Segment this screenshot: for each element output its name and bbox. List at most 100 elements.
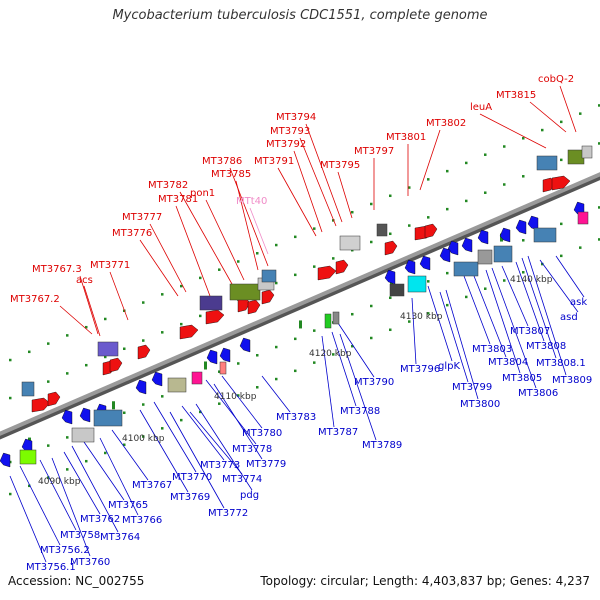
gene-label[interactable]: MT3782 <box>148 180 188 191</box>
gene-label[interactable]: MT3778 <box>232 444 272 455</box>
forward-gene-arrow[interactable] <box>137 344 151 360</box>
gene-label[interactable]: MT3774 <box>222 474 262 485</box>
forward-gene-arrow[interactable] <box>335 259 349 275</box>
gene-label[interactable]: MT3780 <box>242 428 282 439</box>
forward-gene-arrow[interactable] <box>261 289 275 305</box>
gene-label[interactable]: MT3767.3 <box>32 264 82 275</box>
reverse-gene-arrow[interactable] <box>515 219 527 235</box>
feature-box-purple[interactable] <box>97 341 119 357</box>
trna-label-mtt40[interactable]: MTt40 <box>236 196 267 207</box>
reverse-gene-arrow[interactable] <box>439 247 451 263</box>
gene-label[interactable]: MT3783 <box>276 412 316 423</box>
gene-label[interactable]: MT3773 <box>200 460 240 471</box>
gene-label[interactable]: MT3808 <box>526 341 566 352</box>
gene-label[interactable]: MT3808.1 <box>536 358 586 369</box>
feature-box-grey[interactable] <box>339 235 361 251</box>
reverse-gene-arrow[interactable] <box>206 349 218 365</box>
gene-label[interactable]: ask <box>570 297 587 308</box>
gene-label[interactable]: MT3776 <box>112 228 152 239</box>
feature-box-lime[interactable] <box>19 449 37 465</box>
gene-label[interactable]: MT3806 <box>518 388 558 399</box>
reverse-gene-arrow[interactable] <box>477 229 489 245</box>
feature-box-blue[interactable] <box>536 155 558 171</box>
feature-box-magenta[interactable] <box>577 211 589 225</box>
gene-label[interactable]: MT3790 <box>354 377 394 388</box>
forward-gene-arrow[interactable] <box>47 391 61 407</box>
gene-label[interactable]: MT3772 <box>208 508 248 519</box>
gene-label[interactable]: pon1 <box>190 188 215 199</box>
gene-label[interactable]: glpK <box>438 361 460 372</box>
gene-label[interactable]: MT3767 <box>132 480 172 491</box>
feature-box-grey[interactable] <box>71 427 95 443</box>
gene-label[interactable]: MT3760 <box>70 557 110 568</box>
feature-box-blue[interactable] <box>453 261 479 277</box>
reverse-gene-arrow[interactable] <box>419 255 431 271</box>
feature-box-pink[interactable] <box>219 361 227 375</box>
feature-box-magenta[interactable] <box>191 371 203 385</box>
forward-gene-arrow[interactable] <box>551 175 571 191</box>
forward-gene-arrow[interactable] <box>247 299 261 315</box>
gene-label[interactable]: MT3771 <box>90 260 130 271</box>
reverse-gene-arrow[interactable] <box>219 347 231 363</box>
gene-label[interactable]: MT3769 <box>170 492 210 503</box>
reverse-gene-arrow[interactable] <box>61 409 73 425</box>
gene-label[interactable]: asd <box>560 312 578 323</box>
gene-label[interactable]: MT3795 <box>320 160 360 171</box>
gene-label[interactable]: MT3762 <box>80 514 120 525</box>
feature-box-purple[interactable] <box>199 295 223 311</box>
gene-label[interactable]: MT3815 <box>496 90 536 101</box>
gene-label[interactable]: MT3801 <box>386 132 426 143</box>
feature-box-grey[interactable] <box>477 249 493 265</box>
gene-label[interactable]: acs <box>76 275 93 286</box>
gene-label[interactable]: MT3796 <box>400 364 440 375</box>
forward-gene-arrow[interactable] <box>424 223 438 239</box>
feature-box-blue[interactable] <box>493 245 513 263</box>
reverse-gene-arrow[interactable] <box>239 337 251 353</box>
gene-label[interactable]: MT3807 <box>510 326 550 337</box>
reverse-gene-arrow[interactable] <box>135 379 147 395</box>
feature-box-khaki[interactable] <box>167 377 187 393</box>
feature-box-blue[interactable] <box>261 269 277 283</box>
gene-label[interactable]: MT3779 <box>246 459 286 470</box>
reverse-gene-arrow[interactable] <box>384 269 396 285</box>
forward-gene-arrow[interactable] <box>31 397 51 413</box>
reverse-gene-arrow[interactable] <box>0 452 11 468</box>
feature-box-grey[interactable] <box>332 311 340 325</box>
gene-label[interactable]: MT3766 <box>122 515 162 526</box>
gene-label[interactable]: MT3758 <box>60 530 100 541</box>
gene-label[interactable]: MT3764 <box>100 532 140 543</box>
gene-label[interactable]: pdg <box>240 490 259 501</box>
feature-box-cyan[interactable] <box>407 275 427 293</box>
reverse-gene-arrow[interactable] <box>404 259 416 275</box>
gene-label[interactable]: MT3809 <box>552 375 592 386</box>
reverse-gene-arrow[interactable] <box>499 227 511 243</box>
gene-label[interactable]: MT3791 <box>254 156 294 167</box>
forward-gene-arrow[interactable] <box>384 240 398 256</box>
gene-label[interactable]: MT3756.2 <box>40 545 90 556</box>
reverse-gene-arrow[interactable] <box>151 371 163 387</box>
feature-box-grey[interactable] <box>581 145 593 159</box>
forward-gene-arrow[interactable] <box>317 265 337 281</box>
gene-label[interactable]: MT3788 <box>340 406 380 417</box>
feature-box-blue[interactable] <box>93 409 123 427</box>
reverse-gene-arrow[interactable] <box>461 237 473 253</box>
gene-label[interactable]: MT3770 <box>172 472 212 483</box>
gene-label[interactable]: MT3756.1 <box>26 562 76 573</box>
gene-label[interactable]: MT3786 <box>202 156 242 167</box>
feature-box-green[interactable] <box>567 149 585 165</box>
reverse-gene-arrow[interactable] <box>79 407 91 423</box>
forward-gene-arrow[interactable] <box>109 357 123 373</box>
gene-label[interactable]: leuA <box>470 102 492 113</box>
feature-box-darkgrey[interactable] <box>389 283 405 297</box>
gene-label[interactable]: MT3785 <box>211 169 251 180</box>
gene-label[interactable]: MT3803 <box>472 344 512 355</box>
forward-gene-arrow[interactable] <box>205 309 225 325</box>
gene-label[interactable]: MT3765 <box>108 500 148 511</box>
gene-label[interactable]: MT3797 <box>354 146 394 157</box>
gene-label[interactable]: MT3789 <box>362 440 402 451</box>
gene-label[interactable]: MT3802 <box>426 118 466 129</box>
gene-label[interactable]: MT3781 <box>158 194 198 205</box>
gene-label[interactable]: MT3787 <box>318 427 358 438</box>
gene-label[interactable]: MT3800 <box>460 399 500 410</box>
gene-label[interactable]: MT3792 <box>266 139 306 150</box>
